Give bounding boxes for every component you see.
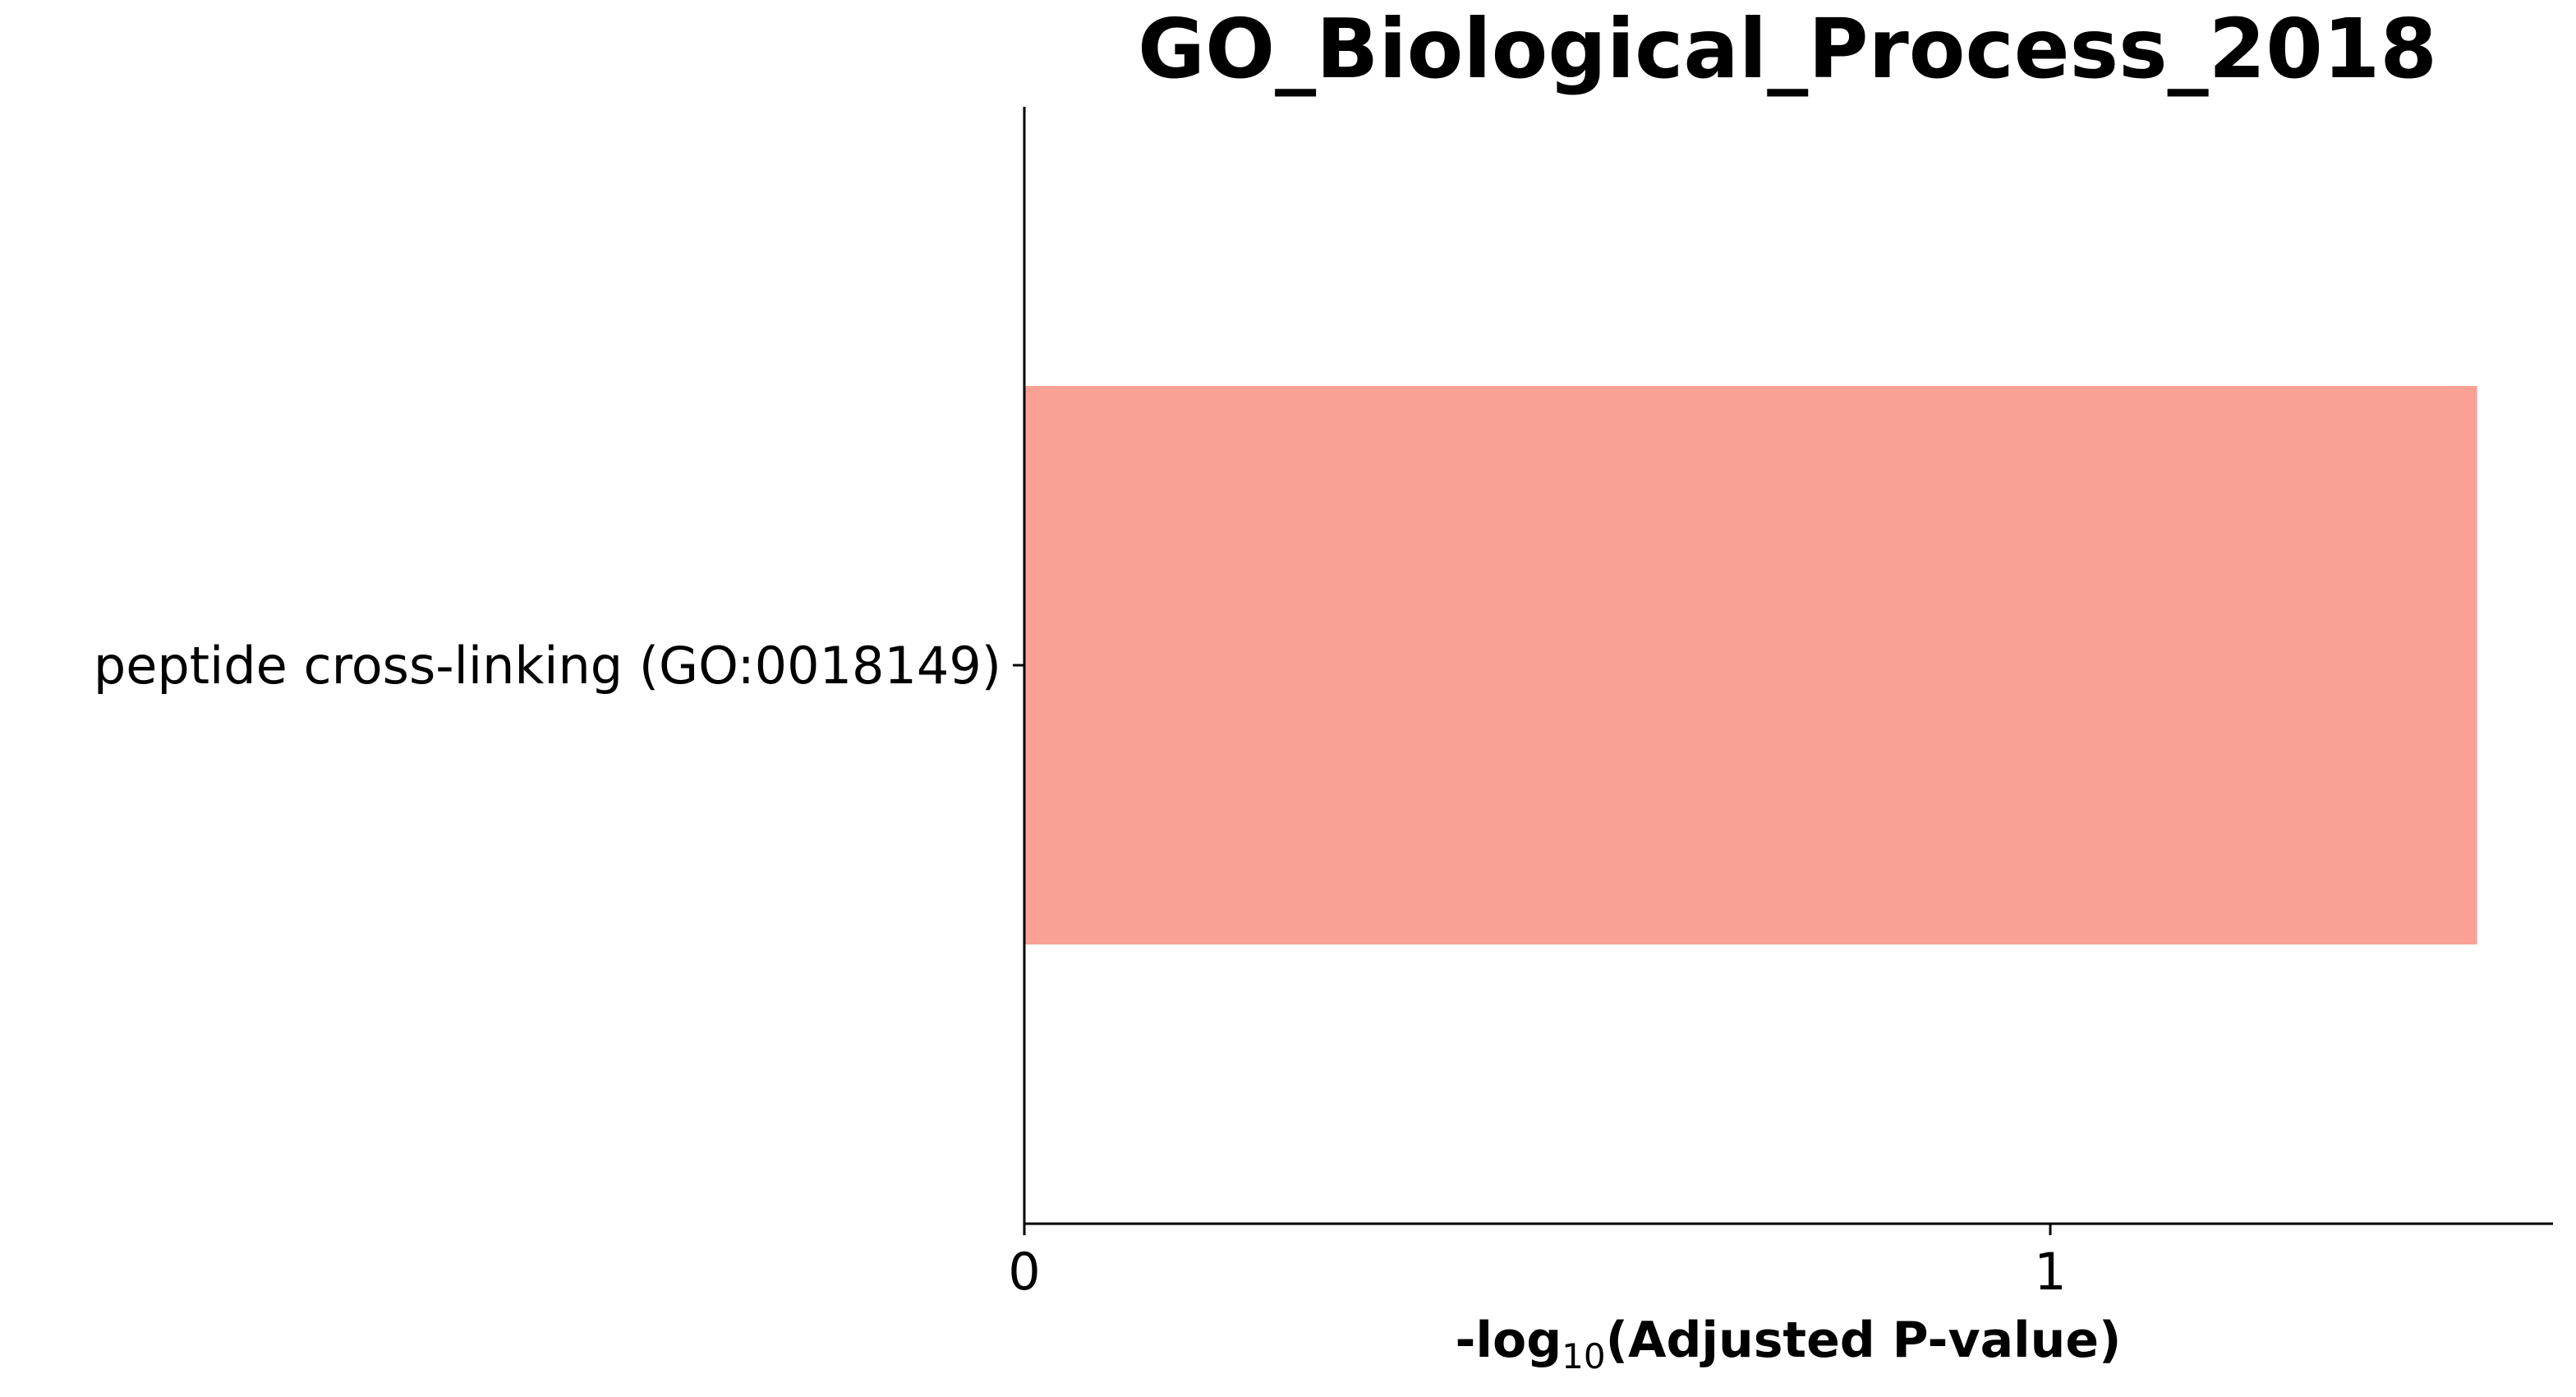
bar bbox=[1024, 386, 2477, 944]
x-axis-label-prefix: -log bbox=[1456, 1312, 1562, 1369]
x-axis-label: -log10(Adjusted P-value) bbox=[1456, 1312, 2122, 1376]
x-tick-label: 1 bbox=[2034, 1242, 2066, 1302]
x-axis-label-suffix: (Adjusted P-value) bbox=[1606, 1312, 2122, 1369]
y-tick-label: peptide cross-linking (GO:0018149) bbox=[94, 636, 1001, 696]
y-ticks-layer: peptide cross-linking (GO:0018149) bbox=[94, 636, 1024, 696]
bars-layer bbox=[1024, 386, 2477, 944]
x-axis-label-subscript: 10 bbox=[1562, 1336, 1605, 1376]
x-tick-label: 0 bbox=[1008, 1242, 1040, 1302]
chart-title: GO_Biological_Process_2018 bbox=[1138, 1, 2437, 97]
